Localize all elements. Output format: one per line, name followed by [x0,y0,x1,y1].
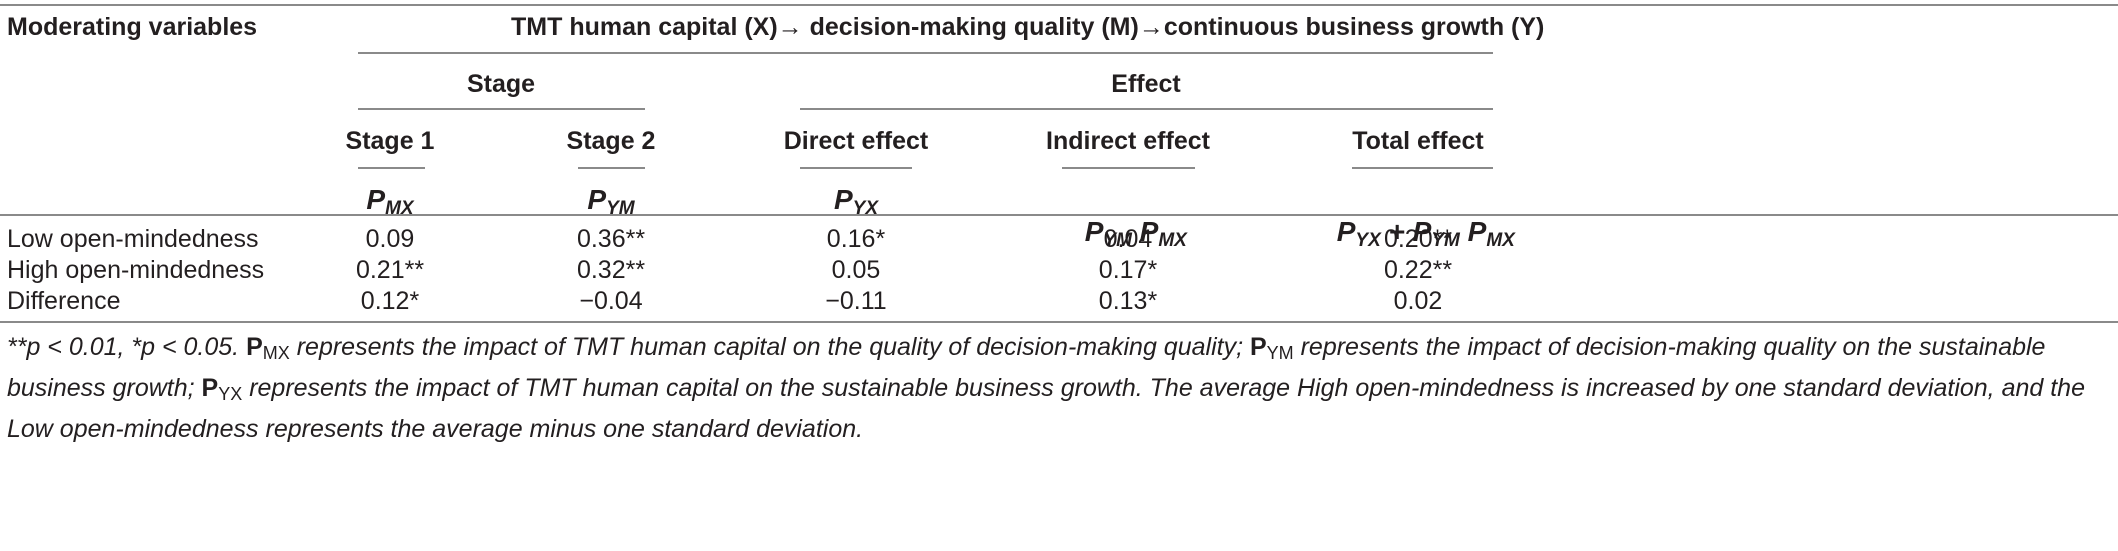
col-header-indirect-effect: Indirect effect [1046,127,1210,155]
symbol-subscript: YX [1355,230,1381,251]
col-rule-stage2 [578,167,645,169]
table-cell: 0.21** [355,256,425,284]
table-cell: 0.09 [365,225,415,253]
row-label-low: Low open-mindedness [7,225,259,253]
col-header-stage1: Stage 1 [345,127,435,155]
col-rule-indirect [1062,167,1195,169]
table-cell: 0.16* [826,225,886,253]
table-cell: 0.17* [1098,256,1158,284]
table-cell: 0.05 [831,256,881,284]
table-cell: 0.04 [1103,225,1153,253]
row-header: Moderating variables [7,13,258,41]
symbol-stage1: PMX [290,184,490,220]
col-rule-direct [800,167,912,169]
table-cell: 0.13* [1098,287,1158,315]
table-cell: 0.02 [1393,287,1443,315]
footnote-subscript: MX [262,343,290,363]
col-rule-total [1352,167,1493,169]
symbol-letter: P [366,184,386,215]
table-cell: 0.32** [576,256,646,284]
symbol-letter: + P [1380,216,1432,247]
symbol-letter: P [1459,216,1487,247]
symbol-subscript: YX [852,198,879,219]
symbol-subscript: YM [1431,230,1460,251]
col-header-direct-effect: Direct effect [783,127,929,155]
footnote-symbol: P [1249,333,1267,361]
footnote-text: represents the impact of TMT human capit… [289,333,1250,361]
col-header-total-effect: Total effect [1352,127,1484,155]
symbol-letter: P [833,184,853,215]
table-cell: −0.04 [579,287,643,315]
symbol-stage2: PYM [511,184,711,220]
table-footnote: **p < 0.01, *p < 0.05. PMX represents th… [7,330,2111,447]
significance-note: **p < 0.01, *p < 0.05. [7,333,247,361]
footnote-text: represents the impact of decision-making… [7,333,2046,402]
group-header-effect: Effect [1111,70,1181,98]
footnote-subscript: YX [218,384,243,404]
symbol-total-effect: PYX + PYM PMX [1288,184,1548,252]
footnote-symbol: P [246,333,263,361]
table-cell: 0.22** [1383,256,1453,284]
footnote-text: represents the impact of TMT human capit… [7,374,2085,443]
main-header-rule [358,52,1493,54]
stage-group-rule [358,108,645,110]
table-bottom-rule [0,321,2118,323]
symbol-letter: P [1131,216,1159,247]
effect-group-rule [800,108,1493,110]
symbol-letter: P [1084,216,1104,247]
symbol-subscript: MX [1486,230,1515,251]
header-bottom-rule [0,214,2118,216]
top-rule [0,4,2118,6]
symbol-letter: P [587,184,607,215]
table-cell: 0.36** [576,225,646,253]
table-cell: 0.20** [1383,225,1453,253]
symbol-subscript: YM [606,198,635,219]
footnote-symbol: P [201,374,219,402]
footnote-subscript: YM [1266,343,1294,363]
symbol-subscript: MX [1158,230,1187,251]
table-cell: 0.12* [360,287,420,315]
col-rule-stage1 [358,167,425,169]
group-header-stage: Stage [466,70,536,98]
symbol-direct-effect: PYX [756,184,956,220]
table-cell: −0.11 [825,287,887,315]
symbol-subscript: YM [1103,230,1132,251]
col-header-stage2: Stage 2 [566,127,656,155]
row-label-difference: Difference [7,287,121,315]
row-label-high: High open-mindedness [7,256,265,284]
symbol-indirect-effect: PYM PMX [1028,184,1228,252]
main-header: TMT human capital (X)→ decision-making q… [511,13,1545,41]
symbol-subscript: MX [385,198,414,219]
symbol-letter: P [1336,216,1356,247]
